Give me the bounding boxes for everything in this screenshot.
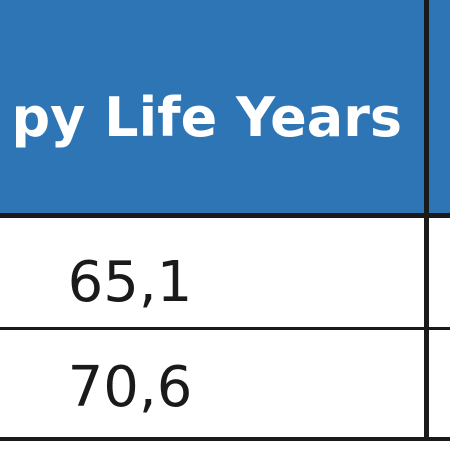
row-border [0,437,450,441]
header-text: py Life Years [11,86,402,149]
row-border [0,213,450,218]
cell-text: 65,1 [67,250,193,315]
header-cell [0,0,424,214]
row-border [0,327,450,330]
column-border [424,0,429,441]
cell-text: 70,6 [67,355,193,420]
header-cell [429,0,450,214]
